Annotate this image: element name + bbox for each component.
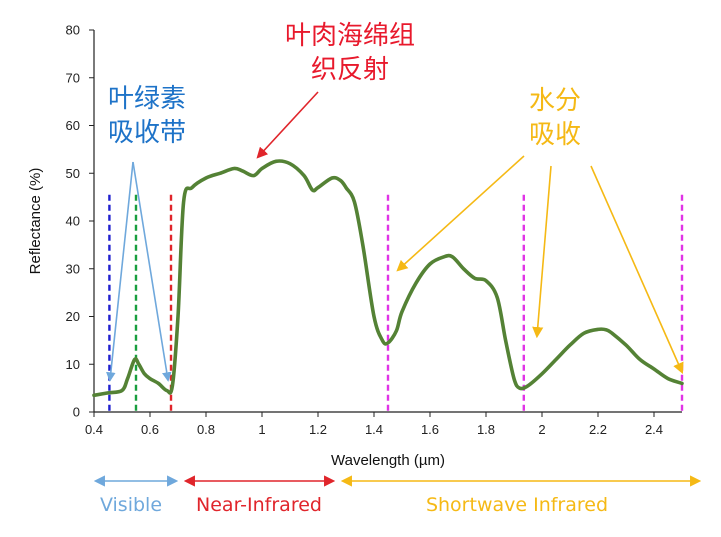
mesophyll-label-line1: 叶肉海绵组 (285, 21, 415, 51)
x-tick-label: 1.4 (365, 422, 383, 437)
nir-label: Near-Infrared (196, 494, 322, 516)
swir-label: Shortwave Infrared (426, 494, 608, 516)
y-tick-label: 20 (66, 309, 80, 324)
reference-lines (108, 194, 684, 412)
chlorophyll-arrow-left (106, 161, 134, 382)
visible-label: Visible (100, 494, 162, 516)
reflectance-series-line (92, 159, 684, 398)
y-ticks: 0 10 20 30 40 50 60 70 80 (66, 23, 94, 420)
x-ticks: 0.4 0.6 0.8 1 1.2 1.4 1.6 1.8 2 2.2 2.4 (85, 412, 663, 437)
x-tick-label: 1 (258, 422, 265, 437)
water-label-line2: 吸收 (529, 120, 581, 150)
mesophyll-arrow (256, 91, 319, 159)
chlorophyll-annotation: 叶绿素 吸收带 (106, 84, 186, 382)
y-tick-label: 60 (66, 118, 80, 133)
x-tick-label: 0.6 (141, 422, 159, 437)
x-tick-label: 1.8 (477, 422, 495, 437)
y-tick-label: 70 (66, 70, 80, 85)
x-tick-label: 0.8 (197, 422, 215, 437)
mesophyll-annotation: 叶肉海绵组 织反射 (256, 21, 415, 159)
water-label-line1: 水分 (529, 86, 581, 116)
x-tick-label: 1.6 (421, 422, 439, 437)
x-axis-title: Wavelength (µm) (331, 452, 445, 469)
x-tick-label: 0.4 (85, 422, 103, 437)
chlorophyll-label-line1: 叶绿素 (108, 84, 186, 114)
chlorophyll-label-line2: 吸收带 (108, 118, 186, 148)
x-tick-label: 2.2 (589, 422, 607, 437)
y-tick-label: 10 (66, 357, 80, 372)
y-axis-title: Reflectance (%) (27, 168, 44, 275)
water-annotation: 水分 吸收 (396, 86, 684, 375)
water-arrow-3 (590, 165, 684, 375)
y-tick-label: 30 (66, 261, 80, 276)
water-arrow-1 (396, 155, 525, 272)
y-tick-label: 40 (66, 214, 80, 229)
mesophyll-label-line2: 织反射 (311, 55, 389, 85)
chlorophyll-arrow-right (132, 161, 172, 382)
x-tick-label: 1.2 (309, 422, 327, 437)
spectral-regions: Visible Near-Infrared Shortwave Infrared (93, 475, 702, 516)
x-tick-label: 2 (538, 422, 545, 437)
x-tick-label: 2.4 (645, 422, 663, 437)
y-tick-label: 50 (66, 166, 80, 181)
y-tick-label: 80 (66, 23, 80, 38)
y-tick-label: 0 (73, 405, 80, 420)
series (92, 159, 684, 398)
water-arrow-2 (532, 165, 552, 339)
